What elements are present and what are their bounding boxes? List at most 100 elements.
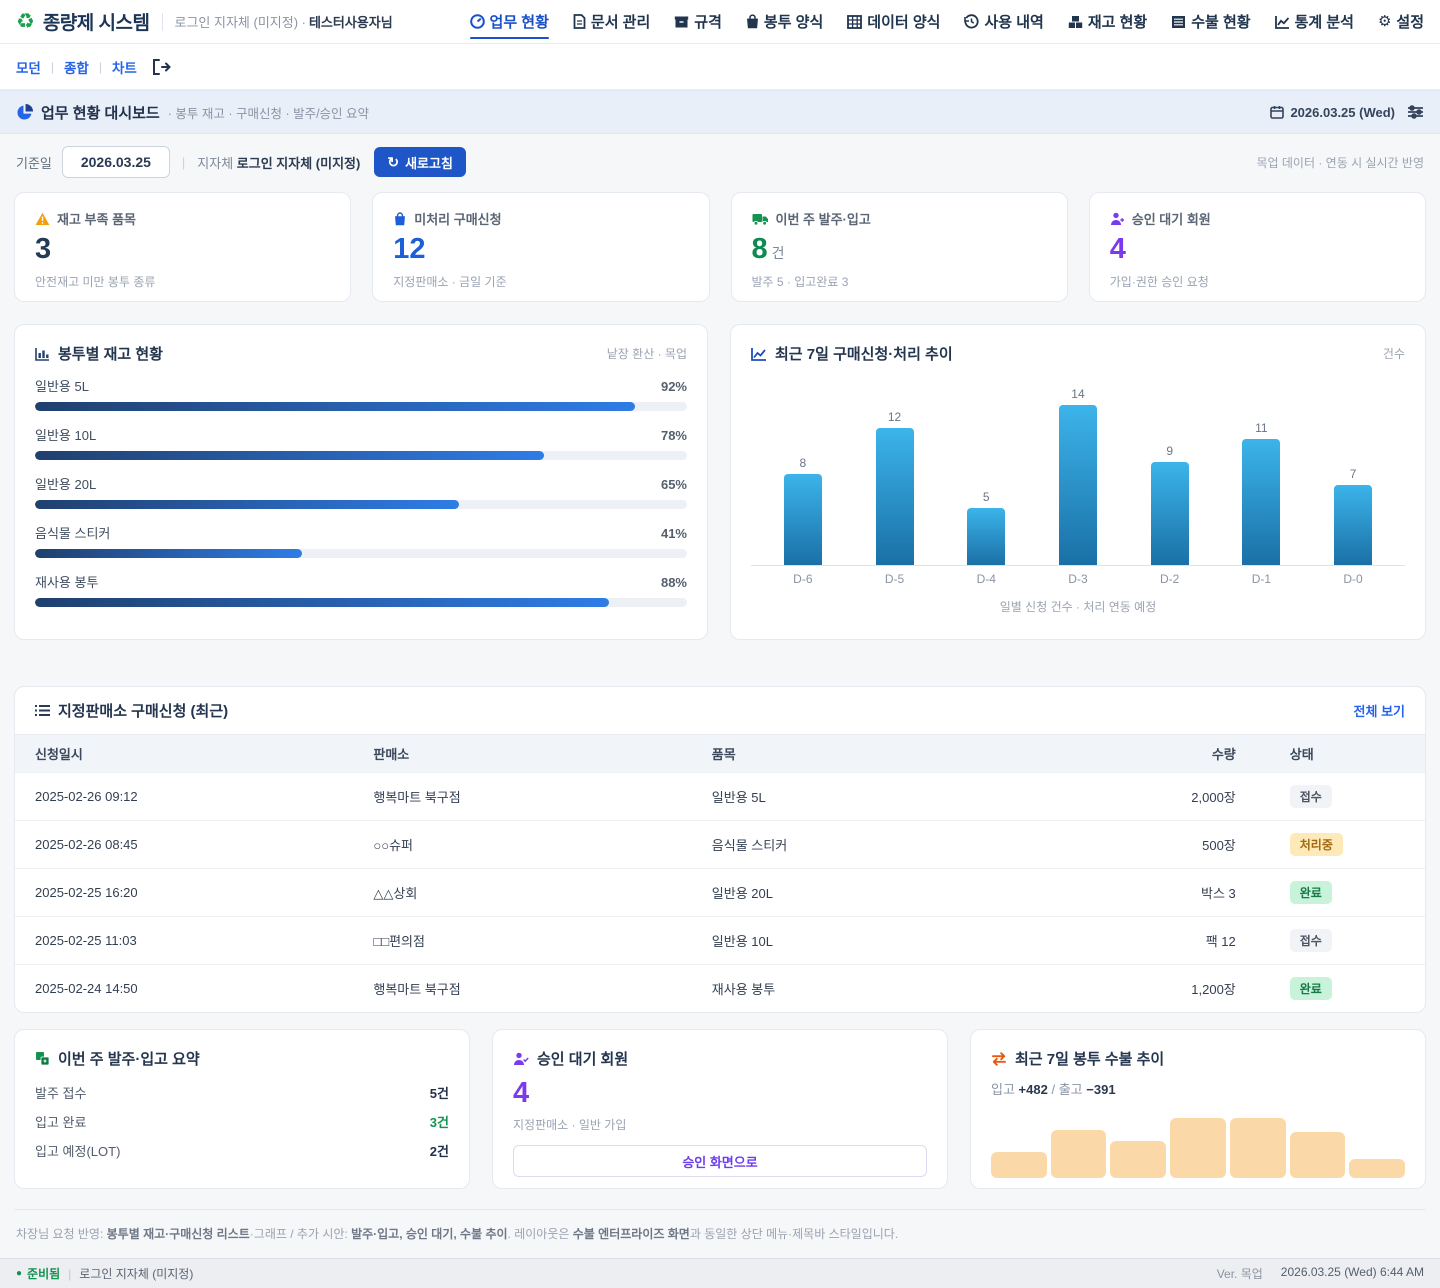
stock-item-label: 재사용 봉투 (35, 572, 98, 591)
org-context: 지자체 로그인 지자체 (미지정) (197, 153, 360, 172)
flow-trend-title: 최근 7일 봉투 수불 추이 (1015, 1048, 1164, 1069)
status-datetime: 2026.03.25 (Wed) 6:44 AM (1281, 1265, 1424, 1282)
table-row[interactable]: 2025-02-26 08:45○○슈퍼음식물 스티커500장처리중 (15, 821, 1425, 869)
nav-item-6[interactable]: 재고 현황 (1068, 0, 1147, 43)
approval-count: 4 (513, 1077, 927, 1110)
table-row[interactable]: 2025-02-25 16:20△△상회일반용 20L박스 3완료 (15, 869, 1425, 917)
cell-qty: 500장 (1087, 821, 1256, 869)
refresh-button[interactable]: ↻ 새로고침 (374, 147, 466, 177)
controls-row: 기준일 | 지자체 로그인 지자체 (미지정) ↻ 새로고침 목업 데이터 · … (0, 134, 1440, 178)
status-dot-icon: ● (16, 1268, 22, 1279)
recycle-icon: ♻ (16, 11, 35, 32)
status-bar: ● 준비됨 | 로그인 지자체 (미지정) Ver. 목업 2026.03.25… (0, 1258, 1440, 1288)
trend-bar-slot: 14 (1058, 387, 1098, 565)
trend-bar-value: 5 (983, 490, 990, 504)
main-nav: 업무 현황 문서 관리 규격 봉투 양식 데이터 양식 사용 내역 재고 현황 수불 현황 통계… (470, 0, 1424, 43)
nav-item-0[interactable]: 업무 현황 (470, 0, 549, 43)
user-name: 테스터사용자님 (309, 15, 393, 30)
line-chart-icon (751, 347, 767, 361)
view-link-chart[interactable]: 차트 (112, 57, 137, 77)
login-context: 로그인 지자체 (미지정) ·테스터사용자님 (175, 12, 393, 31)
flow-mini-chart (991, 1120, 1405, 1178)
order-summary-rows: 발주 접수5건입고 완료3건입고 예정(LOT)2건 (35, 1083, 449, 1160)
table-row[interactable]: 2025-02-26 09:12행복마트 북구점일반용 5L2,000장접수 (15, 773, 1425, 821)
trend-bar (1059, 405, 1097, 565)
cell-datetime: 2025-02-24 14:50 (15, 965, 353, 1013)
cell-status: 처리중 (1256, 821, 1425, 869)
logout-icon[interactable] (151, 58, 171, 76)
view-all-link[interactable]: 전체 보기 (1354, 701, 1405, 720)
approval-screen-button[interactable]: 승인 화면으로 (513, 1145, 927, 1177)
view-link-summary[interactable]: 종합 (64, 57, 89, 77)
banner-date: 2026.03.25 (Wed) (1270, 105, 1395, 120)
order-summary-title: 이번 주 발주·입고 요약 (58, 1048, 200, 1069)
org-value: 로그인 지자체 (미지정) (237, 156, 361, 171)
nav-item-2[interactable]: 규격 (674, 0, 722, 43)
page-subtitle: · 봉투 재고 · 구매신청 · 발주/승인 요약 (168, 103, 369, 122)
status-badge: 접수 (1290, 929, 1332, 952)
stock-bar-fill (35, 451, 544, 460)
table-row[interactable]: 2025-02-24 14:50행복마트 북구점재사용 봉투1,200장완료 (15, 965, 1425, 1013)
nav-item-8[interactable]: 통계 분석 (1275, 0, 1354, 43)
summary-value: 2건 (430, 1141, 449, 1160)
app-title: 종량제 시스템 (43, 8, 150, 35)
cell-status: 접수 (1256, 773, 1425, 821)
stat-label: 승인 대기 회원 (1132, 209, 1211, 228)
cell-qty: 팩 12 (1087, 917, 1256, 965)
purchase-request-table: 신청일시 판매소 품목 수량 상태 2025-02-26 09:12행복마트 북… (15, 734, 1425, 1012)
toolbar-pipe: | (51, 60, 54, 74)
cell-store: 행복마트 북구점 (353, 773, 691, 821)
base-date-input[interactable] (62, 146, 170, 178)
stock-bar-track (35, 500, 687, 509)
trend-bar-slot: 11 (1241, 421, 1281, 565)
history-icon (964, 14, 979, 29)
sub-toolbar: 모던 | 종합 | 차트 (0, 44, 1440, 90)
status-pipe: | (68, 1267, 71, 1281)
mock-data-note: 목업 데이터 · 연동 시 실시간 반영 (1256, 154, 1424, 171)
trend-x-label: D-3 (1058, 572, 1098, 586)
trend-bar (967, 508, 1005, 565)
org-label: 지자체 (197, 156, 233, 171)
nav-item-5[interactable]: 사용 내역 (964, 0, 1043, 43)
package-icon (674, 15, 689, 29)
col-item: 품목 (692, 735, 1087, 773)
nav-item-1[interactable]: 문서 관리 (573, 0, 650, 43)
calendar-icon (1270, 105, 1284, 119)
stock-panel-title: 봉투별 재고 현황 (58, 343, 163, 364)
gear-icon: ⚙ (1378, 14, 1391, 29)
stat-label: 미처리 구매신청 (414, 209, 501, 228)
table-panel-title: 지정판매소 구매신청 (최근) (58, 700, 228, 721)
nav-label: 사용 내역 (984, 11, 1043, 32)
swap-arrows-icon (991, 1052, 1007, 1066)
nav-label: 데이터 양식 (867, 11, 940, 32)
controls-pipe: | (182, 155, 185, 170)
flow-out-value: −391 (1086, 1082, 1115, 1097)
trend-x-label: D-4 (966, 572, 1006, 586)
nav-item-3[interactable]: 봉투 양식 (746, 0, 823, 43)
table-row[interactable]: 2025-02-25 11:03□□편의점일반용 10L팩 12접수 (15, 917, 1425, 965)
nav-item-9[interactable]: ⚙설정 (1378, 0, 1424, 43)
banner-date-text: 2026.03.25 (Wed) (1290, 105, 1395, 120)
cell-datetime: 2025-02-25 16:20 (15, 869, 353, 917)
stat-sub: 가입·권한 승인 요청 (1110, 273, 1405, 290)
stock-bar-track (35, 451, 687, 460)
bar-chart-icon (35, 347, 50, 361)
nav-item-7[interactable]: 수불 현황 (1171, 0, 1250, 43)
cell-qty: 2,000장 (1087, 773, 1256, 821)
stat-value: 12 (393, 234, 688, 266)
nav-item-4[interactable]: 데이터 양식 (847, 0, 940, 43)
sliders-icon[interactable] (1407, 105, 1424, 119)
shopping-bag-icon (393, 212, 407, 226)
stock-item-percent: 78% (661, 428, 687, 443)
view-link-modern[interactable]: 모던 (16, 57, 41, 77)
cell-item: 일반용 5L (692, 773, 1087, 821)
stock-item-percent: 88% (661, 575, 687, 590)
flow-mini-bar (991, 1152, 1047, 1178)
flow-in-label: 입고 (991, 1082, 1015, 1097)
cell-item: 일반용 10L (692, 917, 1087, 965)
cell-status: 접수 (1256, 917, 1425, 965)
cell-qty: 박스 3 (1087, 869, 1256, 917)
flow-mini-bar (1230, 1118, 1286, 1178)
flow-mini-bar (1290, 1132, 1346, 1178)
page-title: 업무 현황 대시보드 (41, 102, 160, 123)
